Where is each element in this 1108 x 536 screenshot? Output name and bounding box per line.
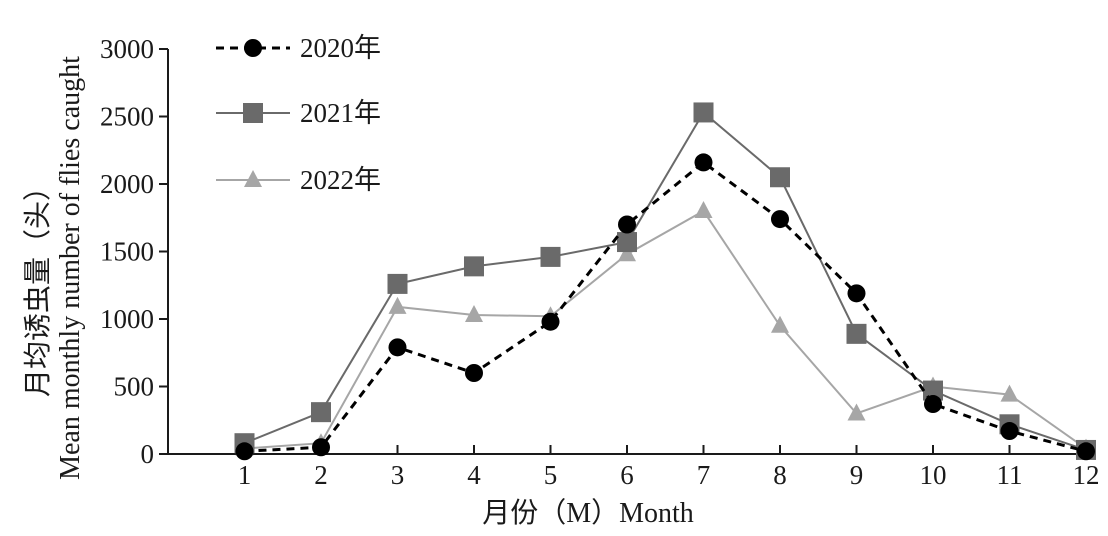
data-point bbox=[540, 246, 561, 267]
legend-label: 2021年 bbox=[300, 98, 381, 128]
x-tick-label: 7 bbox=[697, 460, 711, 490]
x-tick-label: 4 bbox=[467, 460, 481, 490]
data-point bbox=[847, 284, 866, 303]
data-point bbox=[618, 215, 636, 234]
data-point bbox=[847, 403, 866, 421]
data-point bbox=[770, 167, 790, 188]
x-tick-label: 1 bbox=[238, 460, 252, 490]
legend-entry-1: 2020年 bbox=[216, 33, 381, 63]
x-tick-label: 6 bbox=[620, 460, 634, 490]
y-tick-label: 500 bbox=[114, 372, 155, 402]
data-point bbox=[388, 296, 407, 314]
x-ticks: 1 2 3 4 5 6 7 8 9 10 11 12 bbox=[238, 445, 1100, 490]
data-point bbox=[694, 201, 713, 218]
data-point bbox=[1077, 442, 1095, 461]
y-tick-label: 1500 bbox=[100, 237, 154, 267]
data-point bbox=[771, 210, 789, 229]
data-point bbox=[618, 244, 636, 262]
y-tick-label: 1000 bbox=[100, 304, 154, 334]
data-point bbox=[924, 395, 942, 414]
data-point bbox=[1000, 422, 1019, 441]
x-tick-label: 11 bbox=[997, 460, 1023, 490]
y-tick-label: 2500 bbox=[100, 102, 154, 132]
data-point bbox=[541, 312, 560, 331]
data-point bbox=[311, 402, 331, 423]
x-axis-title: 月份（M）Month bbox=[482, 497, 694, 529]
data-point bbox=[693, 102, 714, 123]
y-tick-label: 0 bbox=[141, 439, 155, 469]
data-point bbox=[235, 442, 254, 461]
legend-marker bbox=[244, 39, 262, 57]
y-axis-title-en: Mean monthly number of flies caught bbox=[55, 56, 86, 480]
y-axis-title-cn-group: 月均诱虫量（头） bbox=[22, 173, 54, 397]
data-point bbox=[388, 338, 407, 357]
x-tick-label: 9 bbox=[850, 460, 864, 490]
series-line bbox=[244, 160, 1087, 453]
y-axis-title-en-group: Mean monthly number of flies caught bbox=[55, 56, 86, 480]
x-tick-label: 2 bbox=[314, 460, 328, 490]
legend-marker bbox=[244, 170, 262, 187]
y-ticks: 0 500 1000 1500 2000 2500 3000 bbox=[100, 34, 168, 469]
x-tick-label: 10 bbox=[920, 460, 947, 490]
data-point bbox=[846, 323, 867, 344]
x-tick-label: 12 bbox=[1073, 460, 1100, 490]
legend: 2020年 2021年 2022年 bbox=[216, 33, 381, 195]
legend-entry-2: 2021年 bbox=[216, 98, 381, 128]
series-2 bbox=[234, 102, 1096, 460]
legend-label: 2022年 bbox=[300, 165, 381, 195]
legend-marker bbox=[243, 103, 263, 123]
data-point bbox=[617, 232, 637, 253]
data-point bbox=[771, 315, 789, 333]
data-point bbox=[465, 364, 483, 382]
legend-label: 2020年 bbox=[300, 33, 381, 63]
x-tick-label: 5 bbox=[544, 460, 558, 490]
data-point bbox=[465, 304, 483, 322]
series-1 bbox=[235, 153, 1095, 461]
series-3 bbox=[235, 201, 1095, 456]
series-layer bbox=[234, 102, 1096, 461]
y-tick-label: 3000 bbox=[100, 34, 154, 64]
data-point bbox=[312, 438, 330, 457]
data-point bbox=[387, 273, 408, 294]
x-tick-label: 8 bbox=[773, 460, 787, 490]
series-line bbox=[244, 110, 1087, 451]
series-line bbox=[244, 209, 1087, 450]
data-point bbox=[464, 256, 484, 277]
data-point bbox=[1000, 384, 1019, 402]
data-point bbox=[694, 153, 713, 172]
x-tick-label: 3 bbox=[391, 460, 405, 490]
y-tick-label: 2000 bbox=[100, 169, 154, 199]
legend-entry-3: 2022年 bbox=[216, 165, 381, 195]
y-axis-title-cn: 月均诱虫量（头） bbox=[22, 173, 54, 397]
